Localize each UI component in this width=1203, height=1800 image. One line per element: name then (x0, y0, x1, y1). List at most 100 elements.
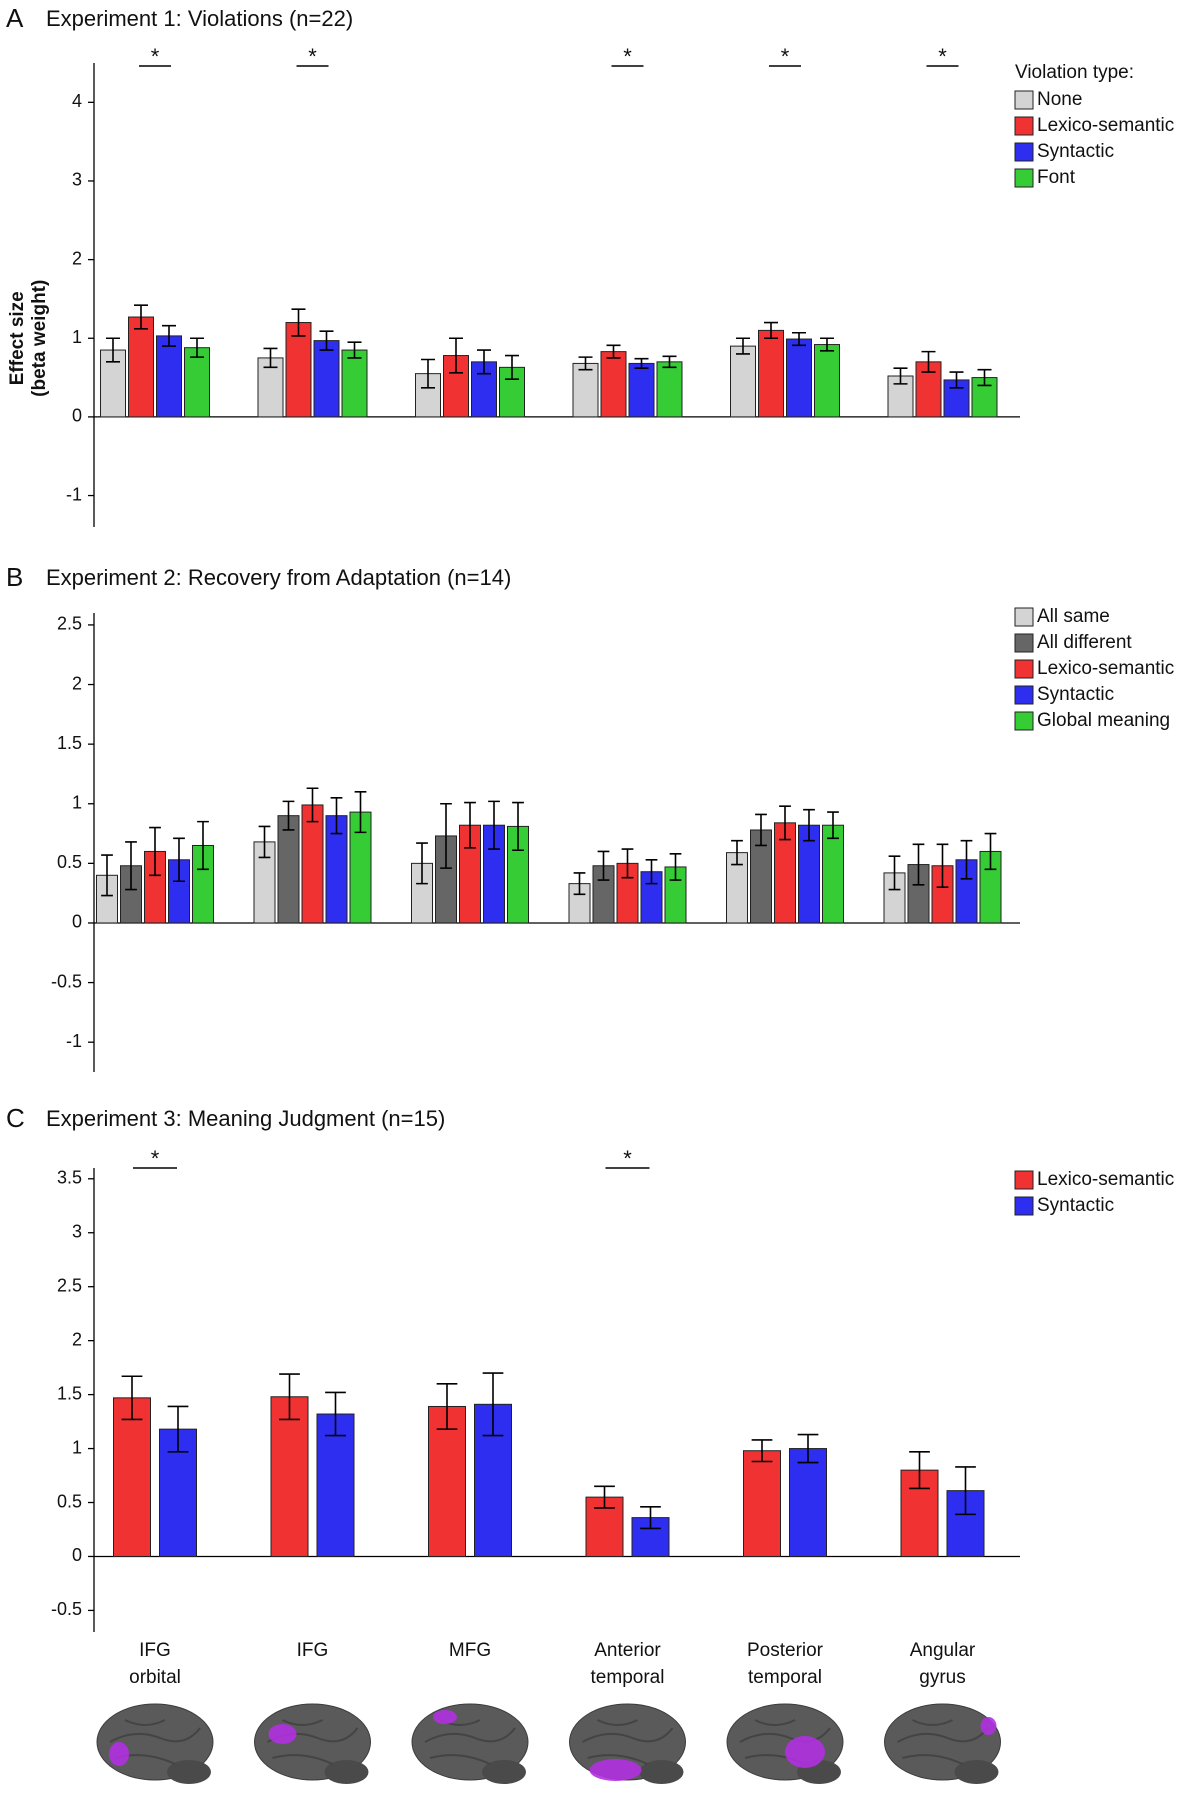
error-bar (190, 337, 204, 358)
error-bar (319, 330, 334, 351)
error-bar (121, 1375, 143, 1421)
legend-label: All same (1037, 606, 1110, 627)
y-tick-label: 3 (72, 170, 82, 190)
legend-label: Syntactic (1037, 141, 1114, 162)
legend-swatch (1014, 1196, 1034, 1216)
error-bar (436, 1383, 458, 1430)
bar (285, 322, 312, 418)
legend-label: Lexico-semantic (1037, 115, 1174, 136)
error-bar (197, 820, 209, 871)
category-label: Posterior (747, 1640, 824, 1661)
error-bar (645, 858, 658, 885)
significance-star: * (623, 44, 632, 69)
error-bar (421, 358, 435, 389)
error-bar (440, 802, 452, 869)
error-bar (477, 349, 491, 375)
bar (656, 361, 683, 418)
category-label: orbital (129, 1667, 181, 1688)
error-bar (640, 1506, 661, 1530)
error-bar (764, 321, 778, 340)
error-bar (909, 1451, 930, 1490)
error-bar (893, 367, 908, 385)
bar (270, 1396, 309, 1557)
legend-label: Syntactic (1037, 1195, 1114, 1216)
error-bar (669, 853, 682, 881)
error-bar (106, 337, 120, 363)
legend-label: None (1037, 89, 1082, 110)
bar (789, 1448, 827, 1557)
y-tick-label: 1.5 (57, 733, 82, 753)
error-bar (751, 1439, 773, 1463)
significance-star: * (151, 1146, 160, 1171)
legend-label: All different (1037, 632, 1132, 653)
y-tick-label: 2 (72, 248, 82, 268)
legend-label: Global meaning (1037, 710, 1170, 731)
brain-cerebellum (954, 1760, 999, 1784)
panel-letter: A (6, 3, 24, 33)
bar (730, 345, 756, 418)
bar (184, 347, 210, 418)
error-bar (263, 347, 278, 369)
error-bar (621, 848, 634, 879)
y-tick-label: 2.5 (57, 614, 82, 634)
legend-swatch (1014, 633, 1034, 653)
error-bar (921, 350, 936, 373)
y-tick-label: -1 (66, 1031, 82, 1051)
panel-letter: C (6, 1103, 25, 1133)
error-bar (354, 791, 367, 834)
error-bar (803, 808, 815, 842)
y-tick-label: 0 (72, 406, 82, 426)
error-bar (279, 1373, 300, 1421)
error-bar (291, 308, 306, 337)
error-bar (634, 357, 649, 369)
y-axis-label: Effect size (7, 291, 28, 385)
bar (743, 1450, 781, 1557)
y-tick-label: -1 (66, 484, 82, 504)
error-bar (606, 344, 621, 359)
error-bar (736, 337, 750, 355)
y-tick-label: 2 (72, 673, 82, 693)
brain-region (268, 1724, 297, 1744)
y-tick-label: 2 (72, 1329, 82, 1349)
significance-star: * (781, 44, 790, 69)
bar (600, 351, 627, 418)
y-tick-label: -0.5 (51, 1599, 82, 1619)
bar (128, 316, 154, 418)
category-label: gyrus (919, 1667, 965, 1688)
category-label: Angular (910, 1640, 976, 1661)
error-bar (464, 801, 476, 849)
brain-cerebellum (639, 1760, 684, 1784)
error-bar (173, 837, 185, 883)
bar (277, 815, 300, 924)
bar (572, 362, 599, 418)
error-bar (792, 331, 806, 347)
category-label: temporal (591, 1667, 665, 1688)
brain-sulcus (897, 1719, 989, 1765)
error-bar (162, 324, 176, 347)
y-tick-label: 1 (72, 327, 82, 347)
error-bar (347, 341, 362, 359)
error-bar (167, 1405, 189, 1453)
error-bar (149, 826, 161, 877)
error-bar (488, 800, 500, 850)
category-label: IFG (297, 1640, 329, 1661)
error-bar (779, 805, 791, 841)
panel-letter: B (6, 562, 23, 592)
error-bar (977, 368, 992, 387)
chart-title: Experiment 1: Violations (n=22) (46, 6, 353, 31)
bar (301, 804, 324, 924)
bar (313, 340, 340, 418)
bar (341, 349, 368, 418)
error-bar (888, 855, 901, 891)
bar (786, 338, 812, 418)
legend-swatch (1014, 607, 1034, 627)
error-bar (912, 843, 925, 886)
legend-label: Font (1037, 167, 1076, 188)
error-bar (755, 813, 767, 847)
y-tick-label: 1.5 (57, 1383, 82, 1403)
category-label: temporal (748, 1667, 822, 1688)
significance-star: * (938, 44, 947, 69)
error-bar (662, 355, 677, 369)
error-bar (512, 801, 524, 852)
